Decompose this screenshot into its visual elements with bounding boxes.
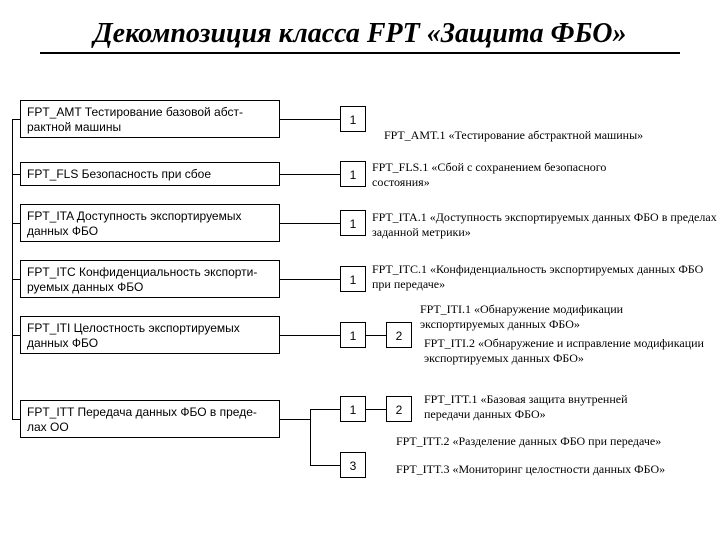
annot-line: экспортируемых данных ФБО» [420, 317, 580, 331]
component-number: 1 [340, 106, 366, 132]
annot-line: FPT_ITI.1 «Обнаружение модификации [420, 302, 623, 316]
component-number: 1 [340, 396, 366, 422]
family-box-iti: FPT_ITI Целостность экспортируемых данны… [20, 316, 280, 354]
annot-line: заданной метрики» [372, 225, 471, 239]
component-number: 1 [340, 210, 366, 236]
annot-line: FPT_ITT.1 «Базовая защита внутренней [424, 392, 628, 406]
component-number: 1 [340, 322, 366, 348]
family-box-ita: FPT_ITA Доступность экспортируемых данны… [20, 204, 280, 242]
family-label-itc: FPT_ITC Конфиденциальность экспорти- [27, 265, 257, 279]
family-label-amt: FPT_AMT Тестирование базовой абст- [27, 105, 243, 119]
annot-line: FPT_ITA.1 «Доступность экспортируемых да… [372, 210, 717, 224]
annot-line: передачи данных ФБО» [424, 407, 546, 421]
tree-spine [12, 119, 13, 419]
connector [12, 279, 20, 280]
family-label-itt: FPT_ITT Передача данных ФБО в преде- [27, 405, 257, 419]
connector [12, 119, 20, 120]
annotation: FPT_ITA.1 «Доступность экспортируемых да… [372, 210, 720, 240]
annotation: FPT_ITT.1 «Базовая защита внутренней пер… [424, 392, 720, 422]
connector [280, 419, 310, 420]
component-number: 2 [386, 396, 412, 422]
annot-line: экспортируемых данных ФБО» [424, 351, 584, 365]
family-label-iti: FPT_ITI Целостность экспортируемых [27, 321, 240, 335]
family-label-fls: FPT_FLS Безопасность при сбое [27, 167, 211, 181]
connector [12, 335, 20, 336]
family-label-iti-2: данных ФБО [27, 336, 98, 350]
family-label-itt-2: лах ОО [27, 420, 69, 434]
annotation: FPT_ITC.1 «Конфиденциальность экспортиру… [372, 262, 712, 292]
annotation: FPT_ITT.2 «Разделение данных ФБО при пер… [396, 434, 716, 449]
connector [280, 119, 340, 120]
annotation: FPT_ITT.3 «Мониторинг целостности данных… [396, 462, 716, 477]
component-number: 1 [340, 266, 366, 292]
connector [310, 409, 340, 410]
family-box-itt: FPT_ITT Передача данных ФБО в преде- лах… [20, 400, 280, 438]
component-number: 3 [340, 452, 366, 478]
connector [280, 223, 340, 224]
family-label-ita: FPT_ITA Доступность экспортируемых [27, 209, 241, 223]
family-label-itc-2: руемых данных ФБО [27, 280, 143, 294]
connector [12, 223, 20, 224]
annotation: FPT_AMT.1 «Тестирование абстрактной маши… [384, 128, 704, 143]
annot-line: FPT_FLS.1 «Сбой с сохранением безопасног… [372, 160, 606, 174]
connector [280, 335, 340, 336]
page-title: Декомпозиция класса FPT «Защита ФБО» [0, 18, 720, 50]
annot-line: состояния» [372, 175, 430, 189]
component-number: 1 [340, 161, 366, 187]
connector [280, 174, 340, 175]
connector [280, 279, 340, 280]
component-number: 2 [386, 322, 412, 348]
family-box-fls: FPT_FLS Безопасность при сбое [20, 162, 280, 186]
annot-line: FPT_ITI.2 «Обнаружение и исправление мод… [424, 336, 704, 350]
connector [12, 174, 20, 175]
family-label-ita-2: данных ФБО [27, 224, 98, 238]
title-underline [40, 52, 680, 54]
annotation: FPT_ITI.1 «Обнаружение модификации экспо… [420, 302, 720, 332]
family-box-itc: FPT_ITC Конфиденциальность экспорти- руе… [20, 260, 280, 298]
annotation: FPT_ITI.2 «Обнаружение и исправление мод… [424, 336, 720, 366]
connector [366, 409, 386, 410]
connector [366, 335, 386, 336]
connector [12, 419, 20, 420]
annot-line: при передаче» [372, 277, 445, 291]
connector [310, 465, 340, 466]
family-label-amt-2: рактной машины [27, 120, 121, 134]
family-box-amt: FPT_AMT Тестирование базовой абст- рактн… [20, 100, 280, 138]
connector [310, 409, 311, 465]
annot-line: FPT_ITC.1 «Конфиденциальность экспортиру… [372, 262, 703, 276]
annotation: FPT_FLS.1 «Сбой с сохранением безопасног… [372, 160, 672, 190]
